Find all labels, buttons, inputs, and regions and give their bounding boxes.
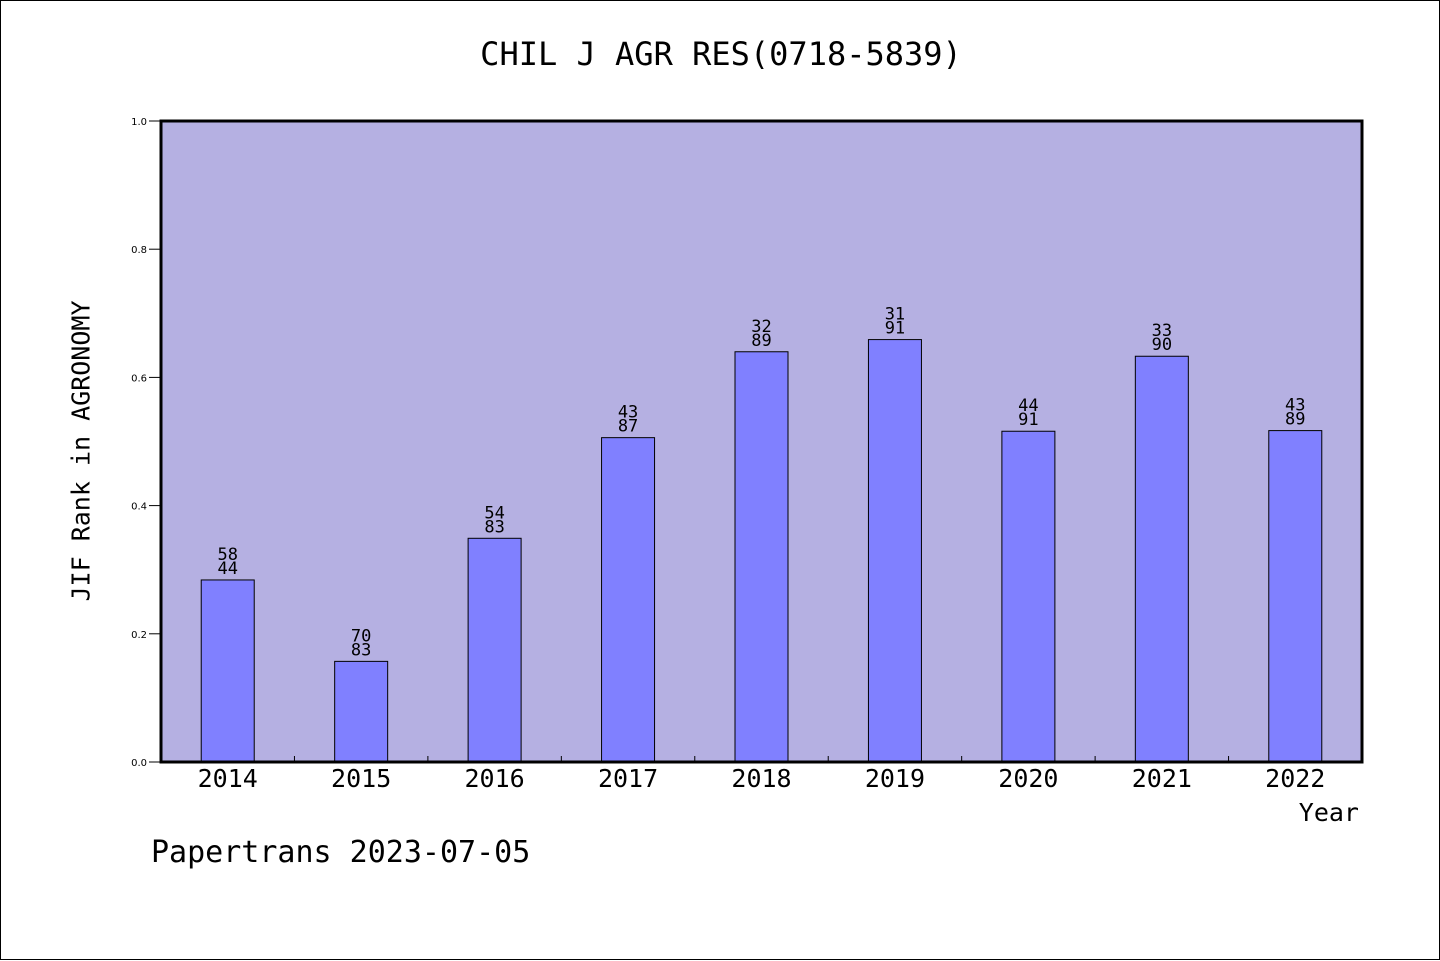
footer-credit: Papertrans 2023-07-05	[151, 835, 531, 870]
bar-total-label: 89	[1285, 410, 1305, 430]
bar-rank-label: 43	[618, 403, 638, 423]
bar-total-label: 44	[217, 559, 237, 579]
bar-total-label: 87	[618, 417, 638, 437]
x-tick-label: 2020	[998, 764, 1058, 793]
x-tick-label: 2018	[731, 764, 791, 793]
bar	[200, 579, 255, 763]
bar-rank-label: 44	[1018, 396, 1038, 416]
bar	[1134, 355, 1189, 763]
bar-total-label: 91	[885, 319, 905, 339]
x-tick-label: 2017	[598, 764, 658, 793]
x-tick-label: 2019	[865, 764, 925, 793]
bar	[734, 351, 789, 763]
bar	[1001, 430, 1056, 763]
x-tick-label: 2021	[1132, 764, 1192, 793]
x-tick-label: 2015	[331, 764, 391, 793]
x-tick-label: 2022	[1265, 764, 1325, 793]
bar-total-label: 89	[751, 331, 771, 351]
bar-rank-label: 32	[751, 317, 771, 337]
bar-total-label: 83	[351, 640, 371, 660]
bar-total-label: 90	[1152, 335, 1172, 355]
bar-rank-label: 31	[885, 305, 905, 325]
x-tick-label: 2016	[465, 764, 525, 793]
y-tick-label: 0.6	[131, 373, 147, 384]
x-tick-label: 2014	[198, 764, 258, 793]
bar	[1268, 430, 1323, 763]
bar	[467, 537, 522, 763]
bar	[334, 660, 389, 763]
y-tick-label: 1.0	[131, 117, 147, 128]
chart-title: CHIL J AGR RES(0718-5839)	[480, 35, 962, 73]
y-tick-label: 0.0	[131, 758, 147, 769]
bar	[601, 437, 656, 763]
y-tick-label: 0.8	[131, 245, 147, 256]
bar-total-label: 83	[484, 517, 504, 537]
y-tick-label: 0.4	[131, 502, 147, 513]
bar-rank-label: 70	[351, 626, 371, 646]
bar-rank-label: 58	[217, 545, 237, 565]
bar-rank-label: 33	[1152, 321, 1172, 341]
y-tick-label: 0.2	[131, 630, 147, 641]
bar-rank-label: 43	[1285, 396, 1305, 416]
bar-rank-label: 54	[484, 503, 504, 523]
x-axis-label: Year	[1298, 798, 1359, 827]
plot-border	[159, 119, 1364, 764]
bar-total-label: 91	[1018, 410, 1038, 430]
bar	[867, 339, 922, 763]
